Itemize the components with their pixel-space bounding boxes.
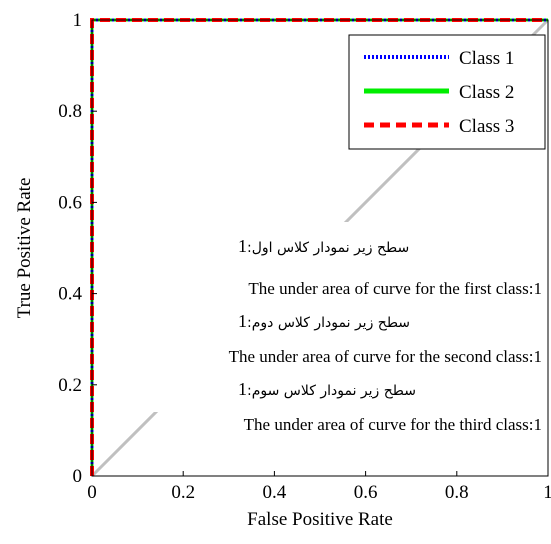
x-tick-label: 0.2	[171, 482, 195, 503]
y-axis-ticks: 0 0.2 0.4 0.6 0.8 1	[58, 10, 97, 487]
x-tick-label: 0	[87, 482, 97, 503]
x-tick-label: 0.8	[445, 482, 469, 503]
y-tick-label: 0.4	[58, 284, 82, 305]
annotation-en-text: The under area of curve for the third cl…	[244, 415, 542, 434]
annotation-fa-text: 1:سطح زیر نمودار کلاس سوم	[238, 379, 416, 399]
x-axis-title: False Positive Rate	[247, 509, 393, 530]
annotation-fa-text: 1:سطح زیر نمودار کلاس اول	[238, 236, 409, 256]
y-axis-title: True Positive Rate	[14, 178, 35, 319]
y-tick-label: 0.6	[58, 192, 82, 213]
x-tick-label: 1	[543, 482, 551, 503]
y-tick-label: 0	[73, 466, 83, 487]
y-tick-label: 1	[73, 10, 83, 31]
annotation-background	[140, 222, 548, 412]
annotation-en-text: The under area of curve for the second c…	[229, 347, 542, 366]
y-tick-label: 0.8	[58, 101, 82, 122]
legend-label: Class 2	[459, 82, 514, 103]
legend: Class 1 Class 2 Class 3	[348, 34, 546, 150]
legend-label: Class 1	[459, 48, 514, 69]
x-axis-ticks: 0 0.2 0.4 0.6 0.8 1	[87, 471, 551, 503]
x-tick-label: 0.4	[263, 482, 287, 503]
y-tick-label: 0.2	[58, 375, 82, 396]
annotation-en-text: The under area of curve for the first cl…	[248, 279, 542, 298]
x-tick-label: 0.6	[354, 482, 378, 503]
plot-frame	[91, 19, 549, 477]
annotation-fa-text: 1:سطح زیر نمودار کلاس دوم	[238, 311, 410, 331]
legend-label: Class 3	[459, 116, 514, 137]
auc-annotations: 1:سطح زیر نمودار کلاس اول The under area …	[229, 236, 542, 434]
